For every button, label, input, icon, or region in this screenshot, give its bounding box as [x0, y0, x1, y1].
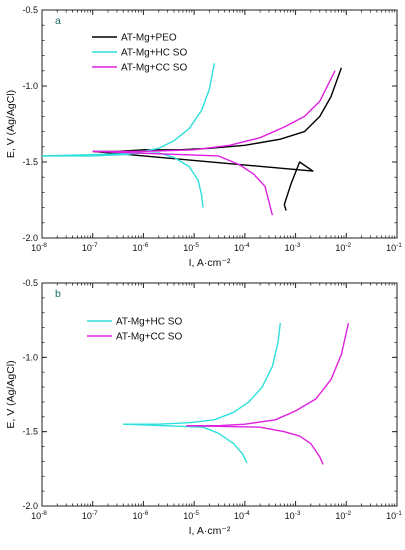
x-tick-base: 10 — [133, 511, 143, 521]
x-tick-exponent: -4 — [244, 510, 250, 517]
y-tick-label: -1.5 — [22, 157, 38, 167]
x-tick-label: 10-3 — [285, 510, 301, 521]
x-tick-exponent: -4 — [244, 242, 250, 249]
x-tick-exponent: -1 — [396, 242, 402, 249]
x-tick-base: 10 — [31, 243, 41, 253]
x-tick-exponent: -6 — [143, 242, 149, 249]
x-tick-label: 10-1 — [386, 510, 402, 521]
x-tick-exponent: -1 — [396, 510, 402, 517]
x-tick-base: 10 — [285, 511, 295, 521]
x-tick-exponent: -7 — [92, 242, 98, 249]
y-tick-label: -1.0 — [22, 81, 38, 91]
series-line-anodic — [186, 322, 350, 427]
x-tick-label: 10-8 — [31, 242, 47, 253]
x-tick-label: 10-5 — [183, 510, 199, 521]
series-line-anodic — [42, 63, 215, 157]
x-tick-base: 10 — [285, 243, 295, 253]
x-tick-label: 10-2 — [335, 510, 351, 521]
series-line-cathodic — [186, 425, 324, 465]
y-tick-label: -0.5 — [22, 278, 38, 288]
x-tick-label: 10-6 — [133, 510, 149, 521]
x-tick-exponent: -3 — [295, 242, 301, 249]
y-tick-label: -1.5 — [22, 427, 38, 437]
x-tick-base: 10 — [82, 511, 92, 521]
x-tick-exponent: -6 — [143, 510, 149, 517]
x-tick-label: 10-2 — [335, 242, 351, 253]
x-tick-exponent: -7 — [92, 510, 98, 517]
x-tick-label: 10-7 — [82, 242, 98, 253]
x-tick-label: 10-1 — [386, 242, 402, 253]
x-tick-base: 10 — [386, 243, 396, 253]
x-tick-label: 10-5 — [183, 242, 199, 253]
x-tick-base: 10 — [335, 511, 345, 521]
panel-b: 10-8 10-7 10-6 10-5 10-4 10-3 10-2 10-1-0.5-1.0… — [5, 278, 402, 537]
x-tick-base: 10 — [386, 511, 396, 521]
panel-label: a — [55, 15, 61, 27]
x-tick-label: 10-8 — [31, 510, 47, 521]
x-tick-base: 10 — [234, 243, 244, 253]
x-tick-base: 10 — [82, 243, 92, 253]
x-tick-base: 10 — [183, 243, 193, 253]
x-tick-exponent: -2 — [345, 510, 351, 517]
y-tick-label: -1.0 — [22, 352, 38, 362]
series-line-cathodic — [41, 152, 204, 208]
x-tick-exponent: -5 — [193, 510, 199, 517]
panel-a: 10-8 10-7 10-6 10-5 10-4 10-3 10-2 10-1-0.5-1.0… — [5, 5, 402, 269]
series-line-anodic — [123, 323, 281, 425]
legend-entry: AT-Mg+PEO — [121, 33, 177, 44]
x-tick-base: 10 — [133, 243, 143, 253]
legend-entry: AT-Mg+HC SO — [121, 48, 187, 59]
x-tick-label: 10-4 — [234, 242, 250, 253]
y-tick-label: -2.0 — [22, 233, 38, 243]
x-tick-exponent: -8 — [41, 242, 47, 249]
series-line-cathodic — [92, 150, 274, 216]
legend-entry: AT-Mg+CC SO — [116, 332, 182, 343]
x-tick-label: 10-3 — [285, 242, 301, 253]
y-tick-label: -2.0 — [22, 501, 38, 511]
x-tick-base: 10 — [183, 511, 193, 521]
x-axis-label: I, A·cm⁻² — [189, 525, 231, 537]
x-tick-exponent: -5 — [193, 242, 199, 249]
y-axis-label: E, V (Ag/AgCl) — [5, 360, 17, 428]
x-tick-base: 10 — [31, 511, 41, 521]
y-axis-label: E, V (Ag/AgCl) — [5, 90, 17, 158]
x-tick-label: 10-7 — [82, 510, 98, 521]
x-axis-label: I, A·cm⁻² — [189, 257, 231, 269]
series-line-cathodic — [123, 423, 248, 464]
x-tick-label: 10-6 — [133, 242, 149, 253]
x-tick-base: 10 — [234, 511, 244, 521]
series-line-cathodic — [92, 150, 314, 211]
y-tick-label: -0.5 — [22, 5, 38, 15]
series-line-anodic — [92, 70, 336, 153]
x-tick-exponent: -8 — [41, 510, 47, 517]
x-tick-exponent: -3 — [295, 510, 301, 517]
plot-frame — [41, 282, 398, 507]
x-tick-exponent: -2 — [345, 242, 351, 249]
panel-label: b — [55, 288, 61, 300]
legend-entry: AT-Mg+CC SO — [121, 63, 187, 74]
x-tick-base: 10 — [335, 243, 345, 253]
series-line-anodic — [92, 67, 343, 153]
x-tick-label: 10-4 — [234, 510, 250, 521]
legend-entry: AT-Mg+HC SO — [116, 317, 182, 328]
plot-frame — [41, 9, 398, 239]
